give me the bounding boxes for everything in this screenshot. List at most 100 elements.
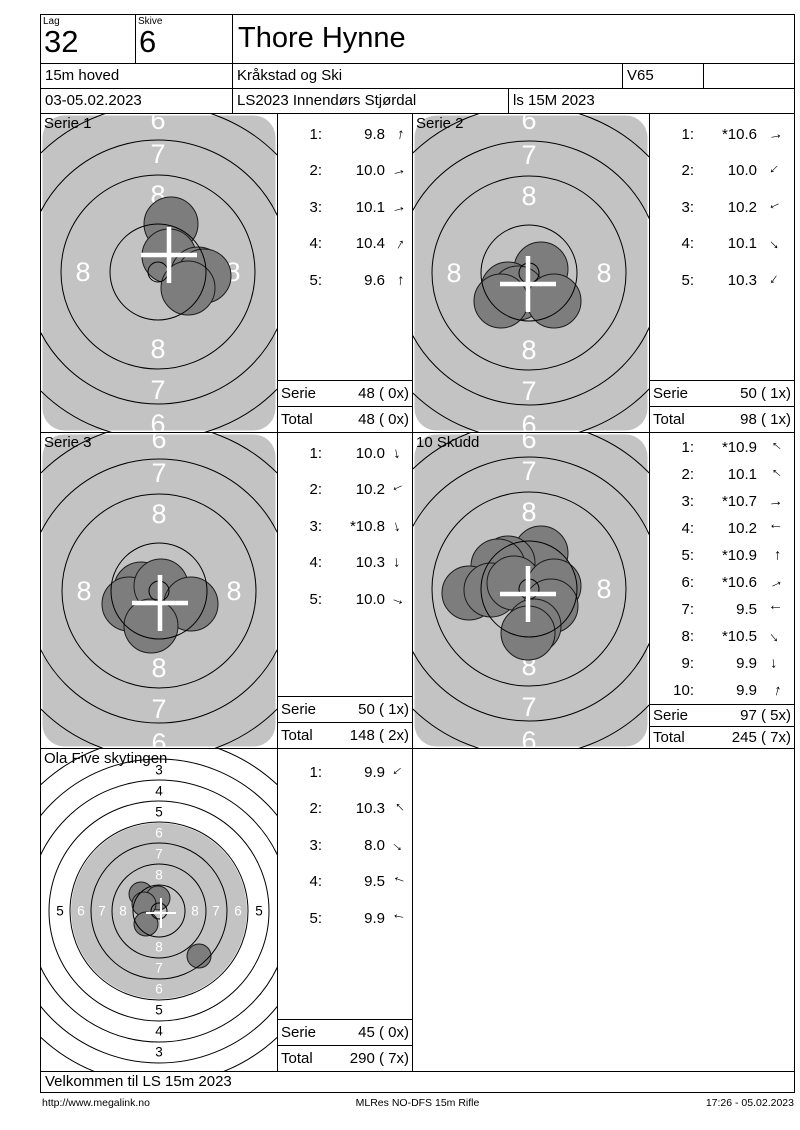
shot-direction-arrow: → [387,833,410,857]
shot-index: 4: [309,554,322,572]
shot-value: 10.3 [355,800,385,818]
shot-row: 2: 10.0 → [278,153,412,190]
total-label: Total [281,1050,313,1067]
shooter-name: Thore Hynne [238,22,406,54]
ring-number: 6 [155,982,163,997]
ring-number: 4 [155,784,163,799]
shot-value: 10.0 [355,444,385,462]
shot-direction-arrow: → [387,233,410,255]
ring-number: 6 [234,904,242,919]
shot-row: 3: *10.7 → [650,488,794,515]
panel-title: Serie 1 [44,115,92,132]
shot-value: *10.9 [721,547,757,564]
ring-number: 6 [155,826,163,841]
score-cell-serie3: 1: 10.0 → 2: 10.2 → 3: *10.8 → 4: 10.3 → 5: 10.0 → Seri… [278,433,413,748]
shot-row: 8: *10.5 → [650,623,794,650]
shot-list: 1: *10.6 → 2: 10.0 → 3: 10.2 → 4: 10.1 → 5: 10.3 → [650,114,794,380]
shot-hit [186,943,212,969]
shot-direction-arrow: → [767,519,784,538]
shot-value: 9.9 [364,763,385,781]
ring-number: 5 [155,805,163,820]
total-value: 45 ( 0x) [358,1024,409,1041]
grand-total-row: Total 148 ( 2x) [278,722,412,748]
ring-number: 7 [151,694,166,724]
shot-direction-arrow: → [387,797,410,821]
shot-row: 1: *10.9 → [650,434,794,461]
shot-row: 1: *10.6 → [650,116,794,153]
total-value: 290 ( 7x) [349,1050,409,1067]
shot-index: 3: [681,493,694,510]
mpi-cross [166,227,172,283]
target-cell-serie2: Serie 2 6 7 8 8 8 8 7 6 [413,114,650,432]
shot-direction-arrow: → [764,436,787,459]
shot-value: 9.8 [364,125,385,143]
target-ring [41,779,277,1043]
shot-value: *10.8 [349,517,385,535]
shot-index: 5: [681,547,694,564]
shot-index: 4: [309,873,322,891]
shot-value: 10.1 [727,235,757,253]
shot-direction-arrow: → [389,160,408,181]
target-ring [413,456,649,722]
ring-number: 7 [150,139,165,169]
ring-number: 8 [151,653,166,683]
grand-total-row: Total 98 ( 1x) [650,406,794,432]
target-ring [111,863,207,959]
target-ring [41,758,277,1064]
total-value: 50 ( 1x) [358,701,409,718]
shot-direction-arrow: → [388,516,409,536]
shot-row: 4: 10.1 → [650,226,794,263]
score-cell-olafive: 1: 9.9 → 2: 10.3 → 3: 8.0 → 4: 9.5 → 5: 9.9 → Serie 45 (… [278,749,413,1071]
lag-cell: Lag 32 [41,15,136,63]
target-ring [413,140,649,406]
shot-direction-arrow: → [764,159,787,183]
ring-number: 7 [521,692,536,722]
ring-number: 6 [150,114,165,135]
target-cell-olafive: Ola Five skytingen 3 4 5 6 7 8 8 7 6 5 4 3 5 6 7 8 8 7 6 5 [41,749,278,1071]
shot-list: 1: 9.8 → 2: 10.0 → 3: 10.1 → 4: 10.4 → 5: 9.6 → [278,114,412,380]
shot-row: 10: 9.9 → [650,677,794,704]
panel-title: Ola Five skytingen [44,750,168,767]
shot-direction-arrow: → [765,681,786,700]
total-value: 98 ( 1x) [740,411,791,428]
total-label: Total [653,729,685,746]
ring-number: 8 [521,181,536,211]
shot-index: 4: [309,235,322,253]
shot-direction-arrow: → [766,655,785,672]
ring-number: 7 [521,140,536,170]
total-value: 48 ( 0x) [358,385,409,402]
ring-number: 7 [212,904,220,919]
ring-number: 3 [155,763,163,778]
shot-hit [123,598,179,654]
serie-total-row: Serie 45 ( 0x) [278,1019,412,1045]
ring-number: 7 [98,904,106,919]
shot-hit [133,911,159,937]
target-cell-serie3: Serie 3 6 7 8 8 8 8 7 6 [41,433,278,748]
shot-value: 10.0 [355,590,385,608]
total-value: 97 ( 5x) [740,707,791,724]
shot-direction-arrow: → [768,601,783,618]
ring-number: 6 [151,728,166,748]
grand-total-row: Total 290 ( 7x) [278,1045,412,1071]
shot-index: 5: [309,271,322,289]
ring-number: 7 [155,847,163,862]
target-ring [480,540,578,638]
serie-total-row: Serie 48 ( 0x) [278,380,412,406]
shot-row: 2: 10.2 → [278,472,412,509]
grand-total-row: Total 245 ( 7x) [650,726,794,748]
skive-value: 6 [139,24,157,59]
target-ring [41,458,277,724]
target-ring [480,224,578,322]
score-cell-serie1: 1: 9.8 → 2: 10.0 → 3: 10.1 → 4: 10.4 → 5: 9.6 → Serie 48… [278,114,413,432]
ring-number: 6 [77,904,85,919]
footer-url: http://www.megalink.no [42,1097,150,1109]
shot-row: 3: 10.2 → [650,189,794,226]
shot-direction-arrow: → [765,196,786,219]
name-cell: Thore Hynne [233,15,794,63]
target-ring [69,821,249,1001]
ring-number: 8 [119,904,127,919]
shot-value: 10.2 [355,481,385,499]
